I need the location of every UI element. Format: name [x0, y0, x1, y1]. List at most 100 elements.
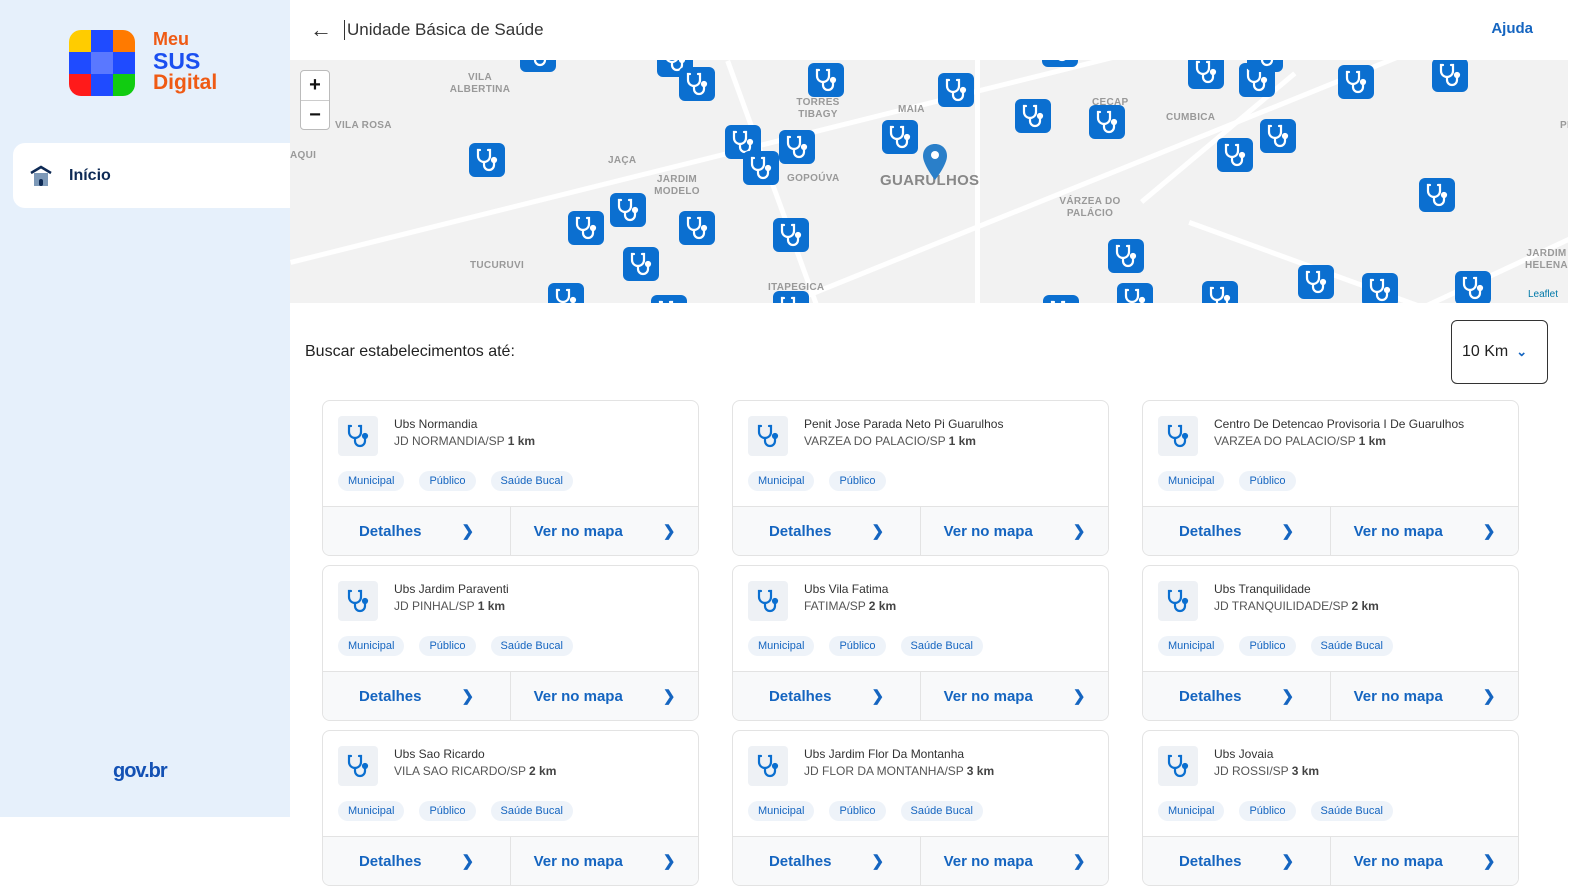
establishment-card: Ubs Normandia JD NORMANDIA/SP 1 km Munici…	[322, 400, 699, 556]
map[interactable]: VILA ALBERTINA VILA ROSA AQUI JAÇA JARDIM MO…	[290, 60, 1568, 303]
chevron-right-icon: ❯	[461, 523, 475, 540]
establishment-location: JD FLOR DA MONTANHA/SP 3 km	[804, 764, 994, 778]
zoom-out-button[interactable]: −	[301, 100, 329, 129]
health-unit-marker-icon[interactable]	[679, 211, 715, 245]
see-on-map-label: Ver no mapa	[533, 522, 623, 540]
see-on-map-button[interactable]: Ver no mapa ❯	[510, 837, 698, 885]
details-label: Detalhes	[1178, 687, 1242, 705]
health-unit-marker-icon[interactable]	[568, 211, 604, 245]
chevron-right-icon: ❯	[461, 853, 475, 870]
details-label: Detalhes	[1178, 522, 1242, 540]
establishment-card: Ubs Vila Fatima FATIMA/SP 2 km Municipal P…	[732, 565, 1109, 721]
health-unit-marker-icon[interactable]	[743, 151, 779, 185]
health-unit-marker-icon[interactable]	[1217, 138, 1253, 172]
map-place-label: AQUI	[290, 150, 317, 161]
establishment-list: Ubs Normandia JD NORMANDIA/SP 1 km Munici…	[322, 400, 1519, 886]
zoom-in-button[interactable]: +	[309, 74, 321, 96]
see-on-map-button[interactable]: Ver no mapa ❯	[1330, 507, 1518, 555]
establishment-name: Penit Jose Parada Neto Pi Guarulhos	[804, 417, 1004, 431]
details-button[interactable]: Detalhes ❯	[733, 672, 920, 720]
card-actions: Detalhes ❯ Ver no mapa ❯	[323, 506, 698, 555]
health-unit-marker-icon[interactable]	[882, 120, 918, 154]
health-unit-marker-icon[interactable]	[1362, 273, 1398, 303]
brand-line: SUS	[153, 48, 201, 74]
health-unit-marker-icon[interactable]	[679, 67, 715, 101]
details-label: Detalhes	[768, 522, 832, 540]
see-on-map-button[interactable]: Ver no mapa ❯	[510, 672, 698, 720]
see-on-map-label: Ver no mapa	[1353, 687, 1443, 705]
health-unit-marker-icon[interactable]	[1260, 119, 1296, 153]
chevron-right-icon: ❯	[1072, 853, 1086, 870]
brand-line: Meu	[153, 29, 189, 49]
help-link[interactable]: Ajuda	[1491, 20, 1533, 37]
see-on-map-button[interactable]: Ver no mapa ❯	[1330, 837, 1518, 885]
tag-badge: Saúde Bucal	[490, 636, 573, 656]
location-text: JD FLOR DA MONTANHA/SP	[804, 764, 964, 778]
see-on-map-button[interactable]: Ver no mapa ❯	[510, 507, 698, 555]
health-unit-marker-icon[interactable]	[938, 73, 974, 107]
health-unit-marker-icon[interactable]	[1043, 295, 1079, 303]
health-unit-marker-icon[interactable]	[623, 247, 659, 281]
see-on-map-button[interactable]: Ver no mapa ❯	[920, 837, 1108, 885]
map-place-label: JARDIM HELENA	[1525, 248, 1568, 271]
health-unit-marker-icon[interactable]	[1338, 65, 1374, 99]
health-unit-marker-icon[interactable]	[779, 130, 815, 164]
health-unit-marker-icon[interactable]	[1202, 281, 1238, 303]
see-on-map-label: Ver no mapa	[1353, 522, 1443, 540]
see-on-map-button[interactable]: Ver no mapa ❯	[1330, 672, 1518, 720]
location-text: JD TRANQUILIDADE/SP	[1214, 599, 1349, 613]
health-unit-marker-icon[interactable]	[1108, 239, 1144, 273]
details-button[interactable]: Detalhes ❯	[1143, 507, 1330, 555]
map-place-label: ITAPEGICA	[768, 282, 825, 293]
details-button[interactable]: Detalhes ❯	[323, 672, 510, 720]
health-unit-marker-icon[interactable]	[520, 60, 556, 72]
tag-badge: Municipal	[748, 801, 815, 821]
stethoscope-icon	[338, 746, 378, 786]
details-button[interactable]: Detalhes ❯	[1143, 837, 1330, 885]
map-attribution[interactable]: Leaflet	[1527, 289, 1558, 300]
details-button[interactable]: Detalhes ❯	[323, 837, 510, 885]
health-unit-marker-icon[interactable]	[1089, 105, 1125, 139]
health-unit-marker-icon[interactable]	[773, 291, 809, 303]
health-unit-marker-icon[interactable]	[1117, 283, 1153, 303]
card-actions: Detalhes ❯ Ver no mapa ❯	[1143, 506, 1518, 555]
health-unit-marker-icon[interactable]	[1419, 178, 1455, 212]
chevron-right-icon: ❯	[1281, 853, 1295, 870]
back-arrow-icon[interactable]: ←	[310, 17, 332, 42]
health-unit-marker-icon[interactable]	[773, 218, 809, 252]
radius-select[interactable]: 10 Km ⌄	[1451, 320, 1548, 384]
sidebar-item-inicio[interactable]: Início	[13, 143, 290, 208]
details-button[interactable]: Detalhes ❯	[1143, 672, 1330, 720]
details-button[interactable]: Detalhes ❯	[323, 507, 510, 555]
health-unit-marker-icon[interactable]	[1015, 99, 1051, 133]
health-unit-marker-icon[interactable]	[808, 63, 844, 97]
see-on-map-button[interactable]: Ver no mapa ❯	[920, 672, 1108, 720]
health-unit-marker-icon[interactable]	[1455, 271, 1491, 303]
tag-list: Municipal Público Saúde Bucal	[748, 801, 983, 821]
health-unit-marker-icon[interactable]	[1298, 265, 1334, 299]
see-on-map-label: Ver no mapa	[943, 852, 1033, 870]
location-pin-icon[interactable]	[923, 144, 947, 185]
health-unit-marker-icon[interactable]	[610, 193, 646, 227]
chevron-right-icon: ❯	[871, 523, 885, 540]
health-unit-marker-icon[interactable]	[1188, 60, 1224, 89]
see-on-map-button[interactable]: Ver no mapa ❯	[920, 507, 1108, 555]
chevron-right-icon: ❯	[461, 688, 475, 705]
establishment-name: Ubs Vila Fatima	[804, 582, 889, 596]
details-button[interactable]: Detalhes ❯	[733, 507, 920, 555]
health-unit-marker-icon[interactable]	[548, 283, 584, 303]
map-place-label: JAÇA	[608, 155, 637, 166]
health-unit-marker-icon[interactable]	[651, 295, 687, 303]
health-unit-marker-icon[interactable]	[1247, 60, 1283, 72]
health-unit-marker-icon[interactable]	[1432, 60, 1468, 92]
details-button[interactable]: Detalhes ❯	[733, 837, 920, 885]
stethoscope-icon	[1158, 416, 1198, 456]
tag-badge: Municipal	[748, 471, 815, 491]
details-label: Detalhes	[1178, 852, 1242, 870]
tag-badge: Público	[419, 471, 476, 491]
govbr-logo[interactable]: gov.br	[113, 760, 168, 782]
health-unit-marker-icon[interactable]	[1042, 60, 1078, 67]
health-unit-marker-icon[interactable]	[469, 143, 505, 177]
chevron-right-icon: ❯	[1281, 688, 1295, 705]
distance: 1 km	[507, 434, 536, 448]
